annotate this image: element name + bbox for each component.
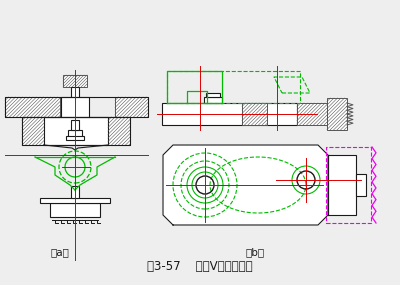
Bar bbox=[5, 97, 148, 117]
Text: （a）: （a） bbox=[50, 247, 70, 257]
Bar bbox=[162, 103, 297, 125]
Bar bbox=[61, 97, 89, 130]
Bar bbox=[206, 93, 220, 97]
Bar bbox=[71, 186, 79, 198]
Bar bbox=[115, 97, 148, 117]
Bar bbox=[50, 203, 100, 217]
Bar bbox=[204, 97, 222, 103]
Bar bbox=[22, 117, 130, 145]
Polygon shape bbox=[163, 145, 328, 225]
Bar bbox=[356, 174, 366, 196]
Bar bbox=[44, 117, 108, 145]
Bar bbox=[40, 198, 110, 203]
Bar bbox=[297, 103, 327, 125]
Bar bbox=[242, 103, 267, 125]
Bar bbox=[68, 130, 82, 137]
Bar bbox=[5, 97, 60, 117]
Bar bbox=[71, 87, 79, 107]
Text: 图3-57    活动V形块的应用: 图3-57 活动V形块的应用 bbox=[147, 260, 253, 273]
Bar bbox=[22, 117, 44, 145]
Bar bbox=[327, 98, 347, 130]
Bar bbox=[108, 117, 130, 145]
Bar bbox=[328, 155, 356, 215]
Bar bbox=[71, 120, 79, 130]
Bar bbox=[66, 136, 84, 140]
Text: （b）: （b） bbox=[246, 247, 264, 257]
Bar bbox=[63, 75, 87, 87]
Bar bbox=[167, 71, 300, 103]
